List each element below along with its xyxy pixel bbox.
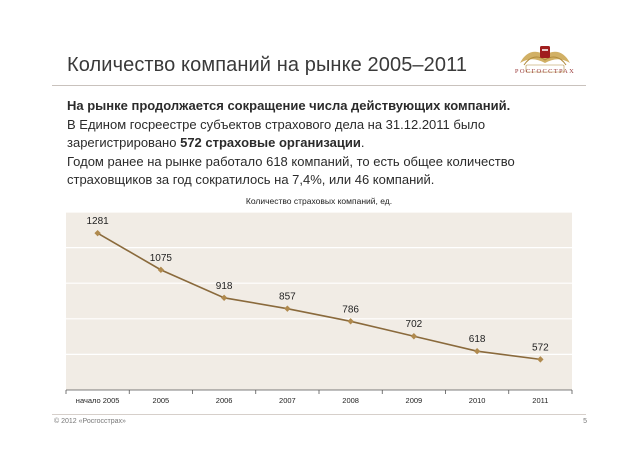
data-point	[537, 356, 544, 363]
data-point	[473, 347, 481, 355]
intro-highlight: 572 страховые организации	[180, 135, 361, 150]
x-tick-label: 2009	[406, 396, 423, 405]
data-point	[347, 318, 354, 325]
x-tick-label: 2011	[532, 396, 548, 405]
data-label: 702	[406, 319, 423, 330]
data-point	[284, 305, 291, 312]
x-tick-label: 2005	[153, 396, 170, 405]
intro-line2-end: .	[360, 135, 365, 150]
plot-area	[66, 212, 572, 390]
data-label: 857	[279, 292, 296, 303]
page-number: 5	[583, 418, 587, 425]
chart-title: Количество страховых компаний, ед.	[245, 196, 393, 206]
data-point	[410, 333, 418, 340]
x-tick-label: 2008	[342, 396, 359, 405]
slide-title: Количество компаний на рынке 2005–2011	[67, 54, 468, 76]
series-line	[97, 232, 541, 361]
data-point	[157, 266, 165, 274]
x-tick-label: 2006	[216, 396, 233, 405]
x-tick-label: 2007	[279, 396, 296, 405]
intro-line3: Годом ранее на рынке работало 618 компан…	[67, 153, 515, 188]
data-label: 618	[469, 334, 486, 345]
data-label: 572	[532, 342, 549, 353]
data-label: 918	[216, 281, 233, 292]
data-label: 786	[342, 304, 359, 315]
data-point	[94, 229, 101, 237]
footer-divider	[52, 414, 586, 415]
data-point	[220, 294, 228, 301]
x-tick-label: 2010	[469, 396, 486, 405]
logo-wordmark: РОСГОССТРАХ	[514, 68, 576, 75]
rosgosstrakh-logo	[520, 46, 570, 73]
data-label: 1281	[87, 216, 110, 227]
copyright: © 2012 «Росгосстрах»	[54, 418, 126, 425]
x-tick-label: начало 2005	[76, 396, 120, 405]
intro-text: На рынке продолжается сокращение числа д…	[67, 97, 587, 190]
data-label: 1075	[150, 253, 173, 264]
intro-line2-text: В Едином госреестре субъектов страхового…	[67, 116, 486, 151]
header-divider	[52, 85, 586, 86]
intro-lead: На рынке продолжается сокращение числа д…	[67, 98, 511, 113]
